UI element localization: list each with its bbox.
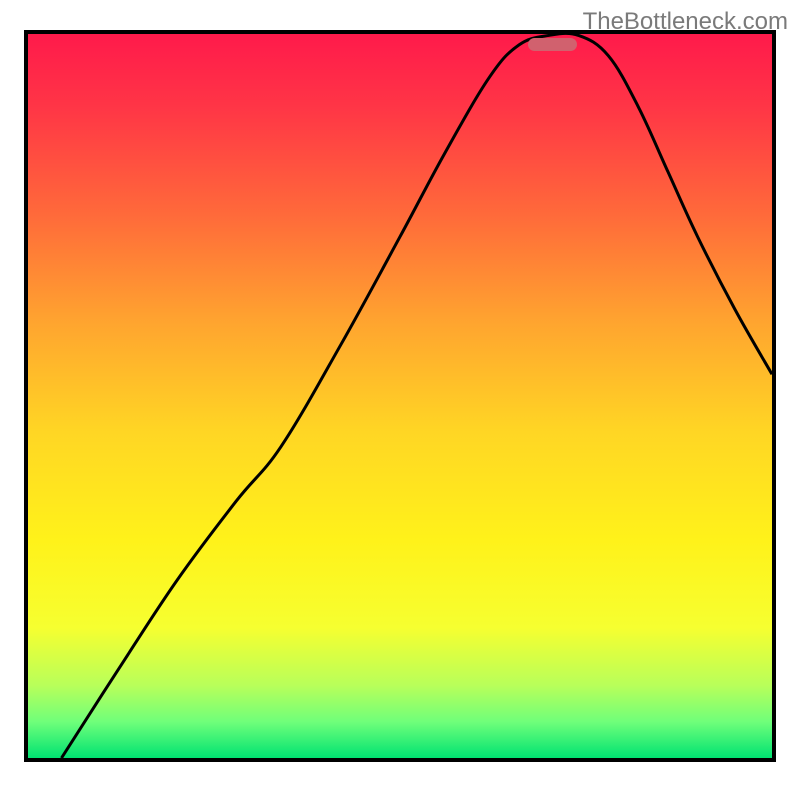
chart-container: TheBottleneck.com [0,0,800,800]
curve-line [28,34,772,758]
plot-area [24,30,776,762]
bottleneck-marker [528,38,576,51]
watermark-text: TheBottleneck.com [583,8,788,36]
